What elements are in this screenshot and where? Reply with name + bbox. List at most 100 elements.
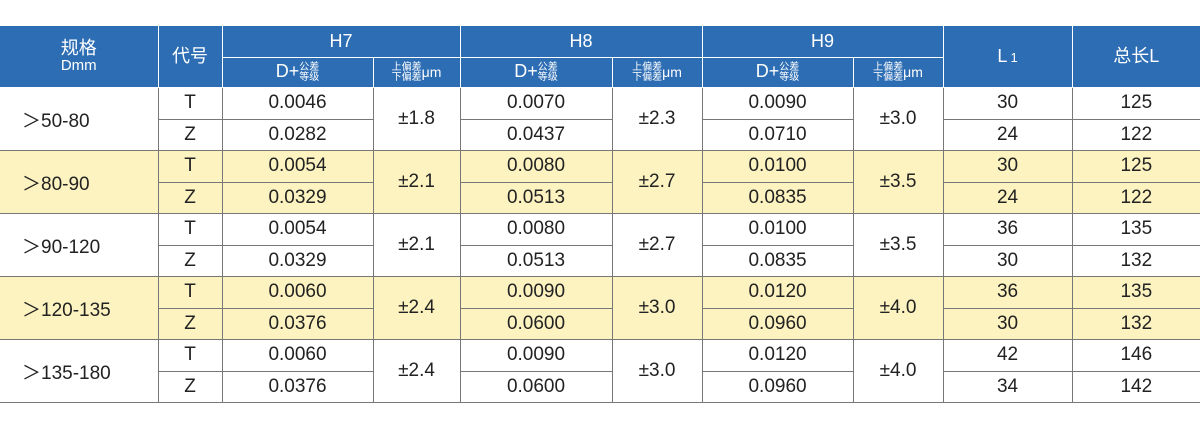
body-row: Z 0.0329 0.0513 0.0835 24 122 xyxy=(0,181,1200,214)
tolerance-cell: 0.0090 xyxy=(459,339,613,372)
stack-line: 等级 xyxy=(299,71,320,83)
group-header: H9 xyxy=(701,25,944,58)
body-row: ＞90-120 T 0.0054 ±2.1 0.0080 ±2.7 0.0100 ±3.5 36… xyxy=(0,213,1200,277)
l1-cell: 30 xyxy=(942,244,1073,277)
l1-sub: 1 xyxy=(1010,50,1018,66)
spec-cell: ＞90-120 xyxy=(0,213,159,277)
deviation-cell: ±4.0 xyxy=(852,339,944,403)
tolerance-header: D+ 公差 等级 xyxy=(459,57,613,88)
table-header: 规格 Dmm 代号 H7 H8 H9 L 1 总长L D+ 公差 等级 上偏差 下偏差 μm D+ 公差 等级 上偏… xyxy=(0,25,1200,88)
deviation-header: 上偏差 下偏差 μm xyxy=(372,57,461,88)
stack-line: 公差 xyxy=(779,61,800,73)
deviation-stack: 上偏差 下偏差 xyxy=(873,62,904,83)
code-cell: T xyxy=(157,213,223,246)
deviation-stack: 上偏差 下偏差 xyxy=(632,62,662,83)
total-cell: 132 xyxy=(1071,244,1200,277)
l1-cell: 34 xyxy=(942,370,1073,403)
tolerance-cell: 0.0070 xyxy=(459,87,613,120)
l1-cell: 42 xyxy=(942,339,1073,372)
tolerance-cell: 0.0120 xyxy=(701,339,854,372)
total-header: 总长L xyxy=(1071,25,1200,88)
header-row: 规格 Dmm 代号 H7 H8 H9 L 1 总长L xyxy=(0,25,1200,88)
stack-line: 上偏差 xyxy=(391,61,422,73)
body-row: ＞80-90 T 0.0054 ±2.1 0.0080 ±2.7 0.0100 ±3.5 30 1… xyxy=(0,150,1200,214)
code-cell: Z xyxy=(158,370,223,403)
tolerance-cell: 0.0960 xyxy=(701,370,854,403)
total-cell: 135 xyxy=(1071,276,1200,309)
body-row: Z 0.0376 0.0600 0.0960 30 132 xyxy=(0,307,1200,340)
total-cell: 122 xyxy=(1071,181,1200,214)
code-cell: Z xyxy=(158,307,223,340)
tolerance-cell: 0.0513 xyxy=(459,181,613,214)
tolerance-cell: 0.0376 xyxy=(221,307,374,340)
stack-line: 等级 xyxy=(537,71,558,83)
code-cell: Z xyxy=(158,118,223,151)
tolerance-cell: 0.0329 xyxy=(221,181,374,214)
tolerance-cell: 0.0054 xyxy=(221,150,374,183)
deviation-stack: 上偏差 下偏差 xyxy=(391,61,422,83)
l1-cell: 24 xyxy=(942,118,1073,151)
total-cell: 132 xyxy=(1071,307,1200,340)
total-cell: 146 xyxy=(1071,339,1200,372)
tolerance-cell: 0.0437 xyxy=(459,118,613,151)
tolerance-cell: 0.0100 xyxy=(701,150,854,183)
tolerance-cell: 0.0710 xyxy=(701,118,854,151)
deviation-cell: ±1.8 xyxy=(372,87,461,151)
l1-cell: 24 xyxy=(942,181,1073,214)
l1-cell: 30 xyxy=(942,307,1073,340)
body-row: Z 0.0282 0.0437 0.0710 24 122 xyxy=(0,118,1200,151)
tolerance-cell: 0.0376 xyxy=(221,370,374,403)
deviation-cell: ±2.4 xyxy=(372,276,461,340)
code-header: 代号 xyxy=(157,25,223,88)
tolerance-cell: 0.0329 xyxy=(221,244,374,277)
body-row: ＞135-180 T 0.0060 ±2.4 0.0090 ±3.0 0.0120 ±4.0 4… xyxy=(0,339,1200,403)
code-cell: T xyxy=(157,276,223,309)
tolerance-cell: 0.0060 xyxy=(221,276,374,309)
spec-cell: ＞120-135 xyxy=(0,276,159,340)
code-cell: T xyxy=(157,87,223,120)
body-row: ＞120-135 T 0.0060 ±2.4 0.0090 ±3.0 0.0120 ±4.0 3… xyxy=(0,276,1200,340)
deviation-unit: μm xyxy=(662,64,682,81)
tolerance-cell: 0.0090 xyxy=(701,87,854,120)
total-cell: 142 xyxy=(1071,370,1200,403)
tolerance-cell: 0.0046 xyxy=(221,87,374,120)
deviation-cell: ±2.7 xyxy=(611,150,703,214)
tolerance-cell: 0.0080 xyxy=(459,150,613,183)
total-cell: 125 xyxy=(1071,150,1200,183)
stack-line: 公差 xyxy=(537,61,558,73)
tolerance-cell: 0.0054 xyxy=(221,213,374,246)
tolerance-cell: 0.0060 xyxy=(221,339,374,372)
deviation-header: 上偏差 下偏差 μm xyxy=(852,57,944,88)
tolerance-header: D+ 公差 等级 xyxy=(222,57,374,88)
deviation-cell: ±3.0 xyxy=(611,339,703,403)
l1-main: L xyxy=(997,46,1008,67)
total-cell: 125 xyxy=(1071,87,1200,120)
tolerance-cell: 0.0282 xyxy=(221,118,374,151)
deviation-cell: ±3.0 xyxy=(611,276,703,340)
table-body: ＞50-80 T 0.0046 ±1.8 0.0070 ±2.3 0.0090 ±3.0 30 1… xyxy=(0,87,1200,403)
code-cell: Z xyxy=(158,181,223,214)
tolerance-stack: 公差 等级 xyxy=(779,61,800,83)
deviation-cell: ±3.5 xyxy=(852,213,944,277)
tolerance-cell: 0.0090 xyxy=(459,276,613,309)
tolerance-prefix: D+ xyxy=(755,61,780,82)
group-header: H8 xyxy=(459,25,703,58)
deviation-cell: ±2.7 xyxy=(611,213,703,277)
body-row: ＞50-80 T 0.0046 ±1.8 0.0070 ±2.3 0.0090 ±3.0 30 1… xyxy=(0,87,1200,151)
group-header: H7 xyxy=(221,25,461,58)
tolerance-header: D+ 公差 等级 xyxy=(701,57,854,88)
stack-line: 等级 xyxy=(779,71,800,83)
tolerance-cell: 0.0600 xyxy=(459,370,613,403)
tolerance-cell: 0.0835 xyxy=(701,181,854,214)
spec-cell: ＞135-180 xyxy=(0,339,159,403)
spec-header-unit: Dmm xyxy=(60,57,97,75)
body-row: Z 0.0329 0.0513 0.0835 30 132 xyxy=(0,244,1200,277)
deviation-cell: ±2.1 xyxy=(372,150,461,214)
spec-cell: ＞50-80 xyxy=(0,87,159,151)
spec-header-text: 规格 xyxy=(60,38,97,59)
deviation-header: 上偏差 下偏差 μm xyxy=(611,57,703,88)
stack-line: 下偏差 xyxy=(873,71,904,83)
body-row: Z 0.0376 0.0600 0.0960 34 142 xyxy=(0,370,1200,403)
